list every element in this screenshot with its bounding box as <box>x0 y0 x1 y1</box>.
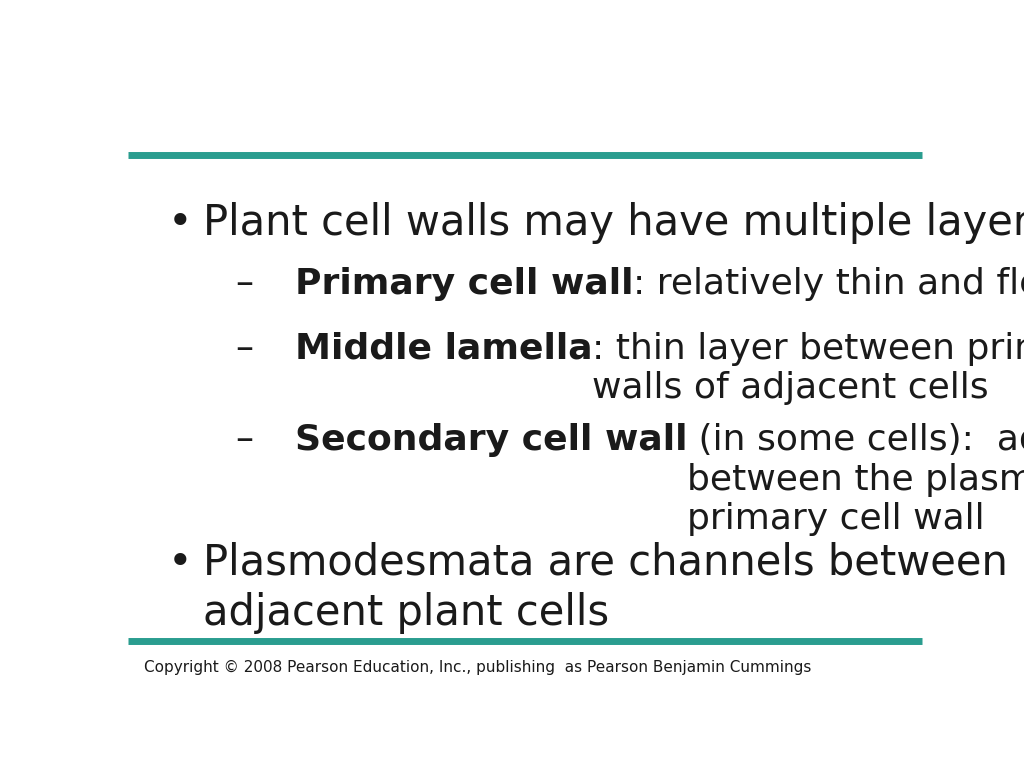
Text: Middle lamella: Middle lamella <box>295 332 592 366</box>
Text: –: – <box>236 332 253 366</box>
Text: Copyright © 2008 Pearson Education, Inc., publishing  as Pearson Benjamin Cummin: Copyright © 2008 Pearson Education, Inc.… <box>143 660 811 674</box>
Text: Plasmodesmata are channels between
adjacent plant cells: Plasmodesmata are channels between adjac… <box>204 541 1009 634</box>
Text: Plant cell walls may have multiple layers:: Plant cell walls may have multiple layer… <box>204 201 1024 243</box>
Text: Secondary cell wall: Secondary cell wall <box>295 423 687 457</box>
Text: •: • <box>168 201 193 243</box>
Text: (in some cells):  added
between the plasma membrane and the
primary cell wall: (in some cells): added between the plasm… <box>687 423 1024 536</box>
Text: Primary cell wall: Primary cell wall <box>295 266 633 300</box>
Text: –: – <box>236 423 253 457</box>
Text: –: – <box>236 266 253 300</box>
Text: : thin layer between primary
walls of adjacent cells: : thin layer between primary walls of ad… <box>592 332 1024 405</box>
Text: •: • <box>168 541 193 584</box>
Text: : relatively thin and flexible: : relatively thin and flexible <box>633 266 1024 300</box>
